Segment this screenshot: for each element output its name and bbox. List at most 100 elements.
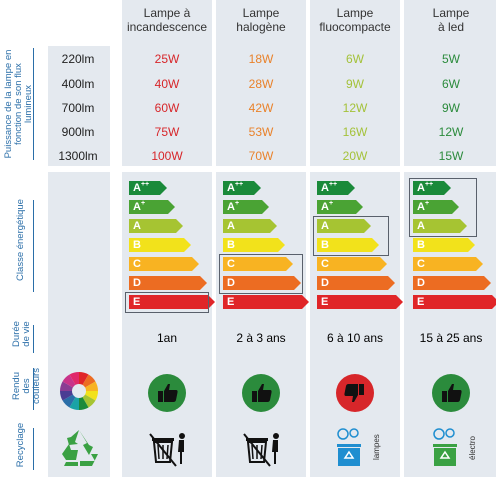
lifespan-incandescent: 1an [156, 331, 178, 345]
energy-highlight-box [125, 292, 209, 313]
flux-row-label: 700lm [61, 101, 95, 115]
power-value-cell: 20W [342, 149, 368, 163]
thumbs-up-icon [432, 374, 470, 412]
energy-class-bar: E [129, 295, 215, 309]
energy-class-bar: A++ [223, 181, 261, 195]
energy-class-label: C [417, 258, 425, 270]
lifespan-led: 15 à 25 ans [419, 331, 483, 345]
column-title-halogen: Lampe halogène [236, 6, 286, 34]
power-value-cell: 5W [442, 52, 460, 66]
power-value-cell: 42W [248, 101, 274, 115]
energy-class-plus: + [424, 200, 430, 207]
energy-class-label: A [417, 182, 425, 194]
bracket-life [33, 325, 34, 353]
energy-class-plus: + [140, 200, 146, 207]
energy-class-label: E [321, 296, 329, 308]
side-label-energy: Classe énergétique [15, 199, 26, 281]
power-value-cell: 6W [442, 77, 460, 91]
energy-class-label: E [133, 296, 141, 308]
thumbs-up-icon [242, 374, 280, 412]
energy-class-bar: B [223, 238, 285, 252]
lifespan-fluocompact: 6 à 10 ans [326, 331, 384, 345]
power-value-cell: 6W [346, 52, 364, 66]
energy-class-bar: A+ [317, 200, 363, 214]
energy-class-bar: A [317, 219, 371, 233]
energy-class-bar: A+ [413, 200, 459, 214]
power-value-cell: 60W [154, 101, 180, 115]
energy-class-bar: D [129, 276, 207, 290]
energy-class-bar: C [223, 257, 293, 271]
energy-class-label: D [227, 277, 235, 289]
energy-class-label: A [133, 201, 141, 213]
side-label-power: Puissance de la lampe en fonction de son… [3, 49, 34, 159]
bracket-color [33, 368, 34, 410]
energy-class-bar: A+ [129, 200, 175, 214]
thumbs-up-icon [148, 374, 186, 412]
flux-row-label: 400lm [61, 77, 95, 91]
column-title-fluocompact: Lampe fluocompacte [319, 6, 391, 34]
energy-class-label: C [133, 258, 141, 270]
energy-class-label: A [321, 201, 329, 213]
energy-class-bar: C [129, 257, 199, 271]
thumbs-down-icon [336, 374, 374, 412]
flux-row-label: 1300lm [58, 149, 98, 163]
energy-highlight-box [313, 216, 389, 256]
energy-class-plus: ++ [234, 181, 244, 188]
energy-class-bar: A++ [413, 181, 451, 195]
energy-highlight-box [219, 254, 303, 294]
power-value-cell: 12W [438, 125, 464, 139]
energy-class-label: A [321, 220, 329, 232]
energy-class-label: E [417, 296, 425, 308]
energy-class-label: A [227, 220, 235, 232]
power-value-cell: 12W [342, 101, 368, 115]
energy-class-label: C [227, 258, 235, 270]
energy-class-bar: C [317, 257, 387, 271]
energy-class-label: B [227, 239, 235, 251]
energy-class-plus: + [328, 200, 334, 207]
energy-class-label: B [133, 239, 141, 251]
column-title-incandescent: Lampe à incandescence [126, 6, 208, 34]
panel-labels-bottom [48, 172, 110, 477]
bracket-energy [33, 200, 34, 292]
power-value-cell: 70W [248, 149, 274, 163]
flux-row-label: 900lm [61, 125, 95, 139]
energy-class-label: A [133, 220, 141, 232]
panel-col-1-top [122, 0, 212, 166]
energy-class-label: B [417, 239, 425, 251]
recycle-bin-blue-icon: lampes [334, 426, 381, 475]
power-value-cell: 18W [248, 52, 274, 66]
bracket-recycle [33, 428, 34, 470]
power-value-cell: 16W [342, 125, 368, 139]
power-value-cell: 9W [442, 101, 460, 115]
energy-class-bar: A [129, 219, 183, 233]
power-value-cell: 28W [248, 77, 274, 91]
energy-class-bar: E [317, 295, 403, 309]
energy-class-bar: A+ [223, 200, 269, 214]
power-value-cell: 9W [346, 77, 364, 91]
energy-class-plus: ++ [424, 181, 434, 188]
energy-class-label: A [417, 201, 425, 213]
energy-class-label: D [133, 277, 141, 289]
color-wheel-icon [60, 372, 98, 410]
power-value-cell: 25W [154, 52, 180, 66]
panel-col-4-top [404, 0, 496, 166]
recycle-bin-green-icon: électro [430, 426, 477, 475]
power-value-cell: 75W [154, 125, 180, 139]
lifespan-halogen: 2 à 3 ans [236, 331, 286, 345]
energy-class-plus: + [234, 200, 240, 207]
energy-class-plus: ++ [140, 181, 150, 188]
recycle-arrows-icon [62, 430, 98, 466]
side-label-recycle: Recyclage [15, 422, 26, 468]
energy-class-label: E [227, 296, 235, 308]
energy-class-bar: B [317, 238, 379, 252]
energy-class-bar: A++ [129, 181, 167, 195]
energy-class-label: A [227, 182, 235, 194]
trash-bin-crossed-icon [146, 426, 190, 475]
energy-class-label: B [321, 239, 329, 251]
energy-class-label: A [321, 182, 329, 194]
panel-col-3-top [310, 0, 400, 166]
side-label-life: Durée de vie [11, 321, 32, 347]
energy-class-bar: A++ [317, 181, 355, 195]
energy-class-label: A [133, 182, 141, 194]
energy-class-bar: E [413, 295, 496, 309]
